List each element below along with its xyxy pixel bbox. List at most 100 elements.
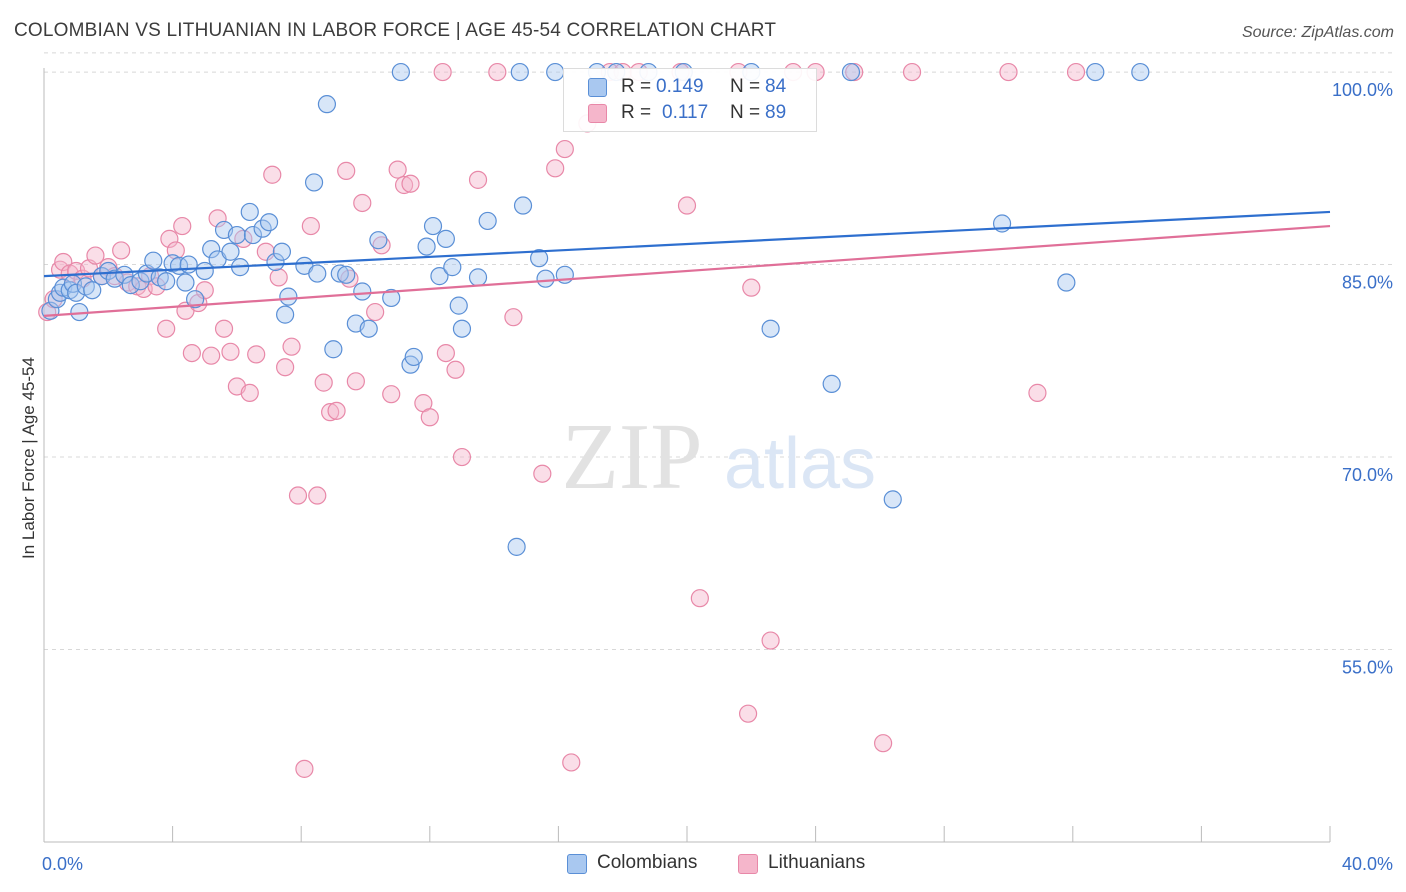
colombian-point	[1086, 62, 1105, 82]
colombian-swatch	[588, 78, 607, 97]
colombian-point	[443, 258, 462, 277]
colombian-point	[179, 255, 198, 274]
lithuanian-point	[346, 372, 365, 391]
lithuanian-point	[214, 319, 234, 338]
colombian-point	[507, 537, 526, 556]
colombian-point	[186, 290, 205, 309]
colombian-point	[272, 242, 292, 261]
colombian-point	[478, 211, 497, 231]
lithuanian-point	[446, 360, 465, 379]
colombian-point	[369, 231, 388, 250]
trend-lines	[43, 210, 1331, 317]
lithuanian-trend-line	[43, 224, 1331, 317]
lithuanian-point	[436, 344, 455, 363]
lithuanian-point	[269, 268, 288, 287]
colombian-point	[317, 95, 337, 114]
r-label: R =	[621, 76, 652, 97]
colombian-legend-swatch	[567, 854, 587, 874]
lithuanian-point	[288, 486, 308, 505]
colombian-point	[391, 62, 410, 82]
colombian-point	[279, 287, 298, 306]
colombian-point	[530, 249, 549, 268]
x-tick-label: 0.0%	[42, 854, 83, 874]
colombian-point	[221, 242, 240, 261]
lithuanian-point	[546, 159, 565, 178]
legend-label: Colombians	[597, 852, 698, 873]
y-tick-label: 55.0%	[1342, 658, 1393, 678]
lithuanian-point	[160, 229, 179, 248]
colombian-point	[259, 213, 279, 232]
r-value: 0.149	[656, 76, 704, 97]
colombian-point	[240, 202, 259, 222]
grid-lines	[44, 52, 1392, 651]
lithuanian-point	[173, 216, 192, 236]
lithuanian-point	[182, 344, 201, 363]
lithuanian-point	[999, 62, 1018, 82]
colombian-point	[382, 288, 401, 308]
lithuanian-point	[202, 346, 221, 365]
stats-legend: R = 0.149 N = 84 R = 0.117 N = 89	[563, 68, 817, 132]
lithuanian-point	[504, 308, 523, 327]
chart-title: COLOMBIAN VS LITHUANIAN IN LABOR FORCE |…	[14, 20, 777, 41]
colombian-point	[324, 340, 343, 359]
lithuanian-point	[420, 408, 439, 427]
colombian-point	[404, 347, 423, 367]
lithuanian-point	[276, 358, 295, 377]
lithuanian-point	[99, 258, 118, 277]
colombian-point	[266, 252, 285, 272]
lithuanian-point	[247, 345, 266, 364]
colombian-point	[83, 281, 102, 300]
colombian-point	[546, 62, 565, 82]
lithuanian-legend-swatch	[738, 854, 758, 874]
colombian-point	[841, 62, 861, 82]
lithuanian-point	[738, 704, 758, 723]
y-tick-label: 70.0%	[1342, 465, 1393, 485]
lithuanian-point	[321, 403, 340, 422]
lithuanian-point	[690, 589, 709, 608]
lithuanian-point	[112, 241, 131, 260]
watermark-zip: ZIP	[562, 405, 703, 509]
y-tick-label: 100.0%	[1332, 80, 1393, 100]
lithuanian-point	[562, 753, 581, 772]
lithuanian-point	[366, 302, 385, 322]
colombian-point	[276, 305, 295, 324]
lithuanian-point	[295, 759, 314, 778]
lithuanian-point	[353, 193, 372, 213]
lithuanian-point	[382, 385, 401, 404]
series-legend: Colombians Lithuanians	[0, 852, 1406, 878]
colombian-point	[423, 216, 443, 236]
lithuanian-point	[555, 139, 574, 159]
n-label: N =	[730, 76, 761, 97]
lithuanian-point	[86, 246, 105, 265]
colombian-point	[202, 240, 221, 259]
colombian-point	[115, 265, 134, 284]
lithuanian-point	[677, 196, 697, 215]
lithuanian-point	[533, 464, 552, 483]
colombian-point	[468, 268, 488, 287]
colombian-point	[883, 490, 902, 509]
colombian-point	[359, 319, 378, 338]
colombian-point	[121, 275, 140, 295]
lithuanian-point	[54, 252, 73, 272]
colombian-point	[105, 269, 124, 288]
colombian-point	[330, 264, 349, 283]
colombian-point	[304, 173, 324, 192]
legend-label: Lithuanians	[768, 852, 866, 873]
source-label: Source: ZipAtlas.com	[1241, 24, 1394, 41]
lithuanian-point	[208, 209, 227, 228]
colombian-point	[353, 282, 372, 301]
colombian-point	[1131, 62, 1150, 82]
lithuanian-point	[327, 401, 346, 420]
lithuanian-point	[388, 160, 407, 179]
n-label: N =	[730, 102, 761, 123]
r-label: R =	[621, 102, 652, 123]
lithuanian-point	[742, 278, 761, 297]
watermark-atlas: atlas	[724, 424, 876, 504]
lithuanian-point	[394, 175, 414, 195]
lithuanian-point	[874, 734, 893, 753]
colombian-point	[176, 273, 195, 292]
y-tick-label: 85.0%	[1342, 273, 1393, 293]
lithuanian-point	[337, 161, 356, 180]
r-value: 0.117	[662, 102, 709, 123]
colombian-point	[227, 225, 246, 245]
